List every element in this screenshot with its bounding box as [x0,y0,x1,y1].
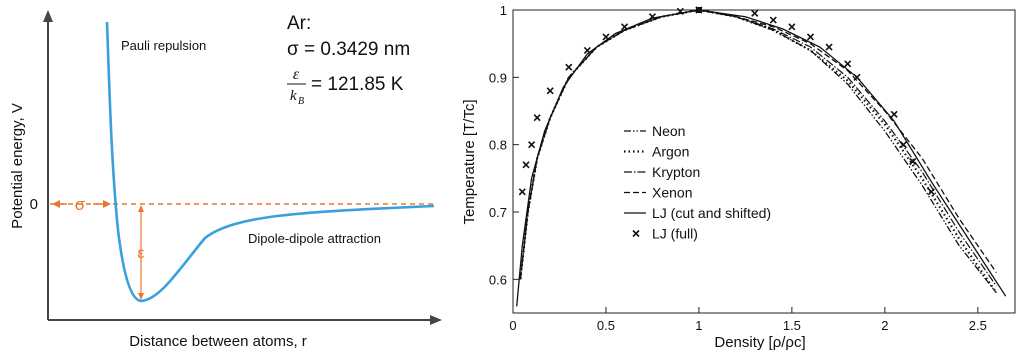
legend-label-lj-full: LJ (full) [652,226,698,242]
legend: Neon Argon Krypton Xenon LJ (cut and shifted… [624,123,771,242]
sigma-equation: σ = 0.3429 nm [287,39,410,60]
y-tick-label: 0.7 [489,205,507,220]
x-tick-label: 0.5 [597,318,615,333]
y-ticks: 0.6 0.7 0.8 0.9 1 [489,3,519,287]
x-tick-label: 1 [695,318,702,333]
y-tick-label: 1 [500,3,507,18]
series-layer [516,8,1007,307]
lj-full-marker [518,188,526,196]
lj-full-markers [518,6,935,196]
params-title: Ar: [287,13,311,34]
lj-full-marker [769,16,777,24]
sigma-arrow-left-head [52,200,60,208]
lj-full-marker [528,141,536,149]
lj-full-marker [533,114,541,122]
lj-full-marker [890,110,898,118]
lj-full-marker [676,7,684,15]
lj-full-marker [751,9,759,17]
left-x-label: Distance between atoms, r [129,333,307,350]
eps-value: = 121.85 K [311,74,404,95]
lj-full-marker [546,87,554,95]
lj-full-marker [522,161,530,169]
x-tick-label: 0 [509,318,516,333]
y-tick-label: 0.9 [489,70,507,85]
left-y-label: Potential energy, V [9,103,26,229]
legend-label-neon: Neon [652,123,685,139]
potential-energy-panel: Potential energy, V Distance between ato… [9,10,442,350]
potential-curve [105,21,435,303]
repulsion-label: Pauli repulsion [121,38,206,53]
lj-full-marker [583,46,591,54]
epsilon-label: ε [137,245,144,262]
plot-frame [512,9,1016,314]
lj-full-marker [602,33,610,41]
zero-label: 0 [30,196,38,213]
sigma-label: σ [75,195,86,214]
lj-full-marker [648,13,657,21]
x-tick-label: 2.5 [969,318,987,333]
legend-label-xenon: Xenon [652,185,692,201]
sigma-arrow-right-head [103,200,111,208]
epsilon-arrow-top-head [138,205,144,212]
x-ticks: 0 0.5 1 1.5 2 2.5 [509,307,987,333]
attraction-label: Dipole-dipole attraction [248,231,381,246]
lj-full-marker [806,33,815,41]
coexistence-panel: 0.6 0.7 0.8 0.9 1 0 0.5 1 1.5 2 2.5 Temperature [… [461,3,1016,351]
legend-label-lj-cut-and-shifted: LJ (cut and shifted) [652,205,771,221]
x-tick-label: 1.5 [783,318,801,333]
left-y-arrow [43,10,53,22]
epsilon-arrow-bottom-head [138,293,144,300]
legend-label-krypton: Krypton [652,164,700,180]
lj-full-marker [853,73,861,81]
lj-full-marker [927,188,935,196]
eps-fraction-subscript: B [298,96,304,107]
legend-swatch-lj-full [632,229,640,238]
eps-fraction-denominator: k [290,88,297,104]
eps-fraction-numerator: ε [293,66,300,83]
lj-full-marker [844,60,852,68]
lj-full-marker [620,23,629,31]
right-x-label: Density [ρ/ρc] [714,334,805,351]
critical-point-marker [695,7,702,13]
legend-label-argon: Argon [652,144,689,160]
series-line-krypton [519,9,997,287]
lj-full-marker [909,157,917,166]
y-tick-label: 0.8 [489,138,507,153]
lj-full-marker [825,43,833,51]
left-x-arrow [430,315,442,325]
y-tick-label: 0.6 [489,272,507,287]
lj-full-marker [788,23,796,31]
x-tick-label: 2 [881,318,888,333]
lj-full-marker [565,63,573,71]
right-y-label: Temperature [T/Tc] [461,99,478,224]
lj-full-marker [899,141,908,149]
